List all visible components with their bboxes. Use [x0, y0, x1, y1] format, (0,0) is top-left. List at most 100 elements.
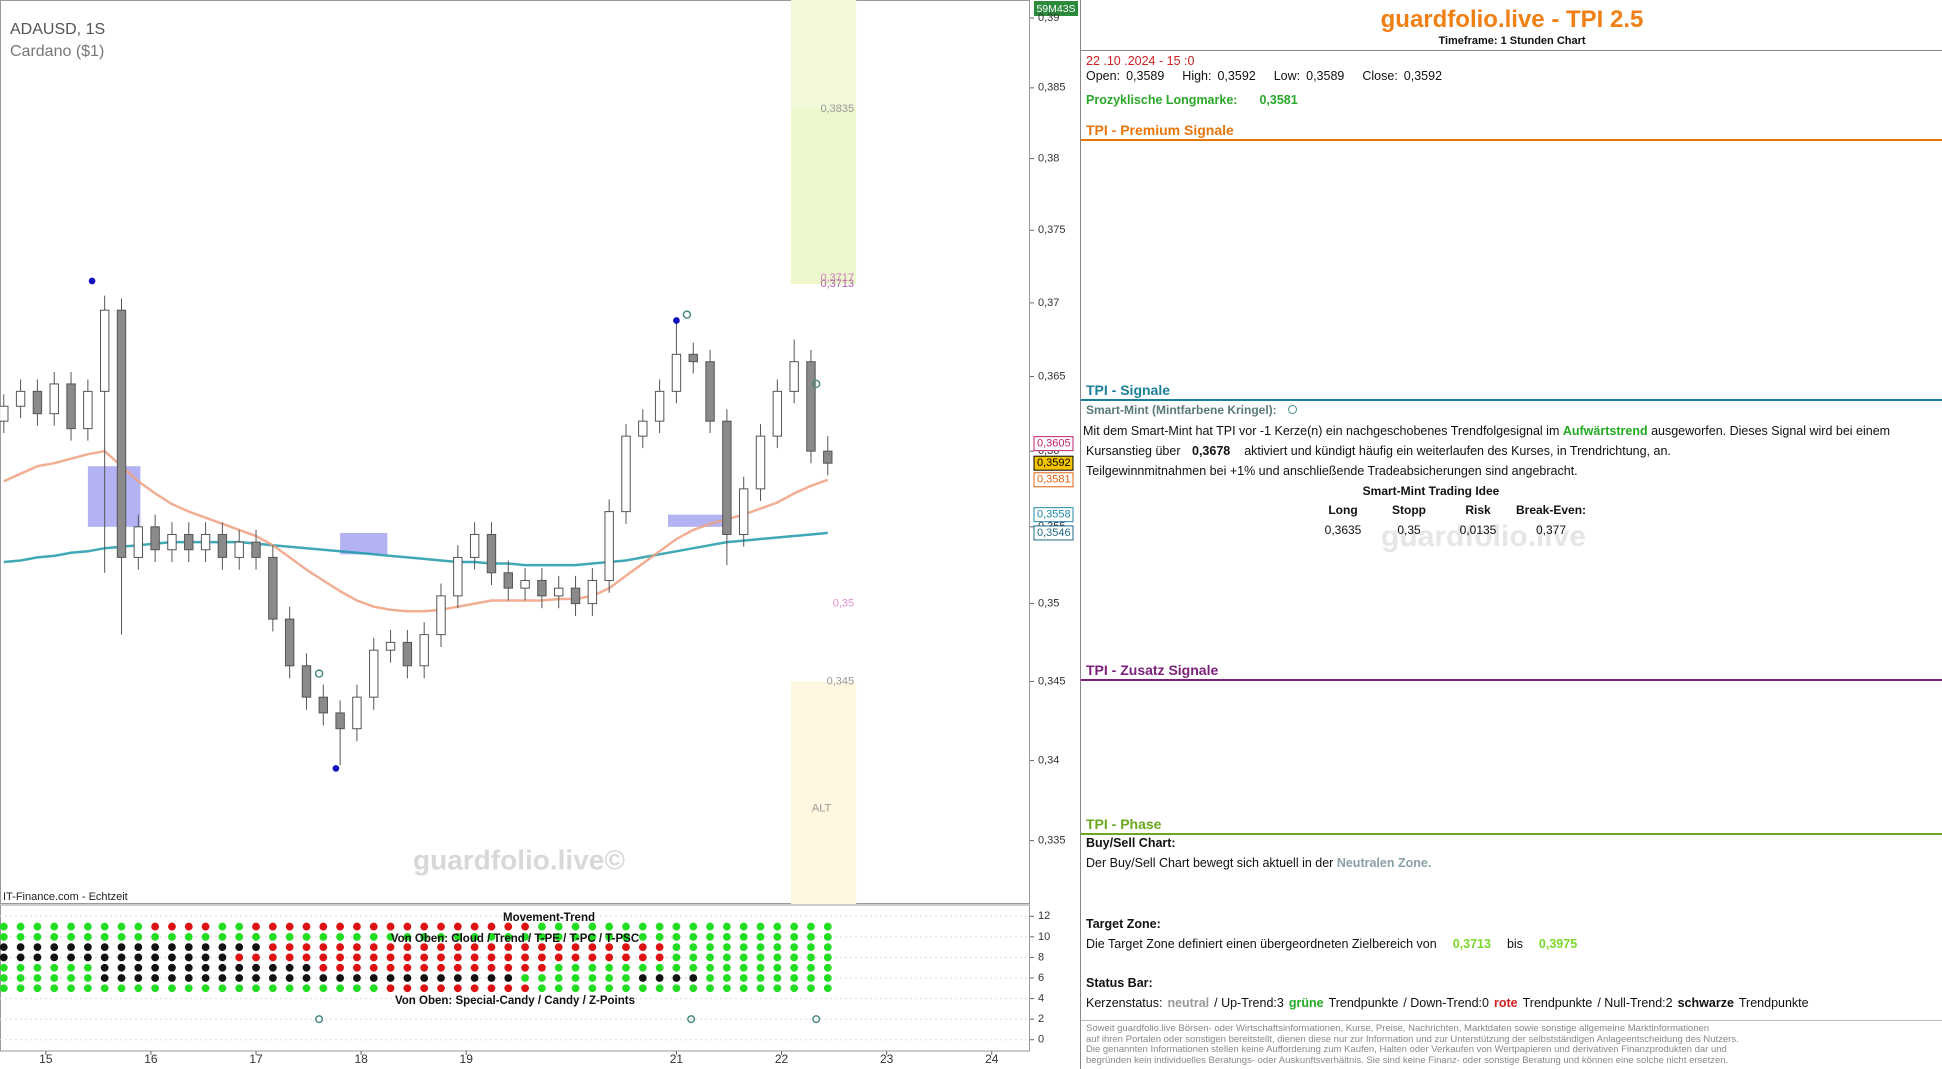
trend-dot: [336, 963, 345, 972]
longmarke: Prozyklische Longmarke: 0,3581: [1086, 93, 1298, 107]
trend-dot: [706, 922, 714, 931]
zone-label: ALT: [812, 802, 832, 814]
trend-dot: [134, 963, 143, 972]
trend: Aufwärtstrend: [1562, 424, 1648, 438]
trend-dot: [50, 974, 59, 982]
signal-line: Teilgewinnmitnahmen bei +1% und anschlie…: [1086, 464, 1578, 478]
trend-dot: [319, 953, 328, 962]
trend-dot: [807, 963, 815, 972]
trend-dot: [521, 922, 529, 931]
trend-dot: [369, 953, 378, 962]
trend-dot: [706, 943, 714, 952]
signal-line: Kursanstieg über 0,3678 aktiviert und kün…: [1086, 444, 1671, 458]
x-tick-label: 18: [354, 1052, 368, 1066]
timer-box: [1034, 1, 1078, 16]
trend-dot: [605, 963, 614, 972]
trend-dot: [672, 932, 681, 941]
y-tick-label: 0,35: [1038, 598, 1059, 610]
candle-body: [284, 618, 295, 667]
longmarke-label: Prozyklische Longmarke:: [1086, 93, 1238, 107]
trend-dot: [521, 953, 529, 962]
zone-label: 0,35: [833, 598, 854, 610]
signal-dot: [88, 277, 96, 285]
trend-dot: [689, 953, 698, 962]
signal-box: [668, 514, 723, 527]
trend-dot: [16, 974, 25, 982]
trend-dot: [403, 922, 412, 931]
text: Mit dem Smart-Mint hat TPI vor -1 Kerze(…: [1083, 424, 1560, 438]
trend-dot: [235, 963, 244, 972]
trend-dot: [218, 963, 227, 972]
candle-body: [503, 572, 513, 589]
trend-dot: [302, 943, 311, 952]
trend-dot: [336, 922, 345, 931]
trend-dot: [790, 922, 799, 931]
trend-dot: [252, 932, 260, 941]
trend-dot: [268, 932, 277, 941]
trend-dot: [437, 932, 445, 941]
trend-dot: [319, 974, 328, 982]
trend-dot: [134, 932, 143, 941]
trend-dot: [672, 922, 681, 931]
trend-dot: [100, 963, 109, 972]
ohlc-label: Open:: [1086, 69, 1121, 83]
signal-dot: [332, 765, 340, 772]
trend-dot: [420, 963, 429, 972]
trend-dot: [706, 932, 714, 941]
trend-dot: [689, 922, 698, 931]
trend-dot: [67, 984, 75, 993]
price-tag: [1033, 525, 1074, 541]
status-part: schwarze: [1677, 996, 1734, 1010]
price-tag-label: 0,3546: [1037, 527, 1071, 539]
disclaimer-line: begründen kein individuelles Beratungs- …: [1086, 1054, 1729, 1066]
trend-dot: [117, 984, 126, 993]
trend-dot: [638, 984, 647, 993]
pane-title: Movement-Trend: [503, 912, 595, 924]
trend-dot: [756, 963, 765, 972]
status-part: Trendpunkte: [1738, 996, 1809, 1010]
trend-dot: [823, 943, 832, 952]
disclaimer: Soweit guardfolio.live Börsen- oder Wirt…: [1086, 1023, 1936, 1069]
trend-dot: [353, 953, 361, 962]
trend-dot: [117, 932, 126, 941]
y-tick-label: 0,365: [1038, 370, 1066, 382]
trend-dot: [268, 953, 277, 962]
trend-dot: [403, 943, 412, 952]
trend-dot: [151, 963, 160, 972]
trend-dot: [790, 953, 799, 962]
trend-dot: [33, 963, 42, 972]
trend-dot: [168, 963, 176, 972]
trend-dot: [739, 974, 748, 982]
trend-dot: [638, 963, 647, 972]
trend-dot: [353, 943, 361, 952]
trend-dot: [437, 963, 445, 972]
trend-dot: [117, 963, 126, 972]
trend-dot: [50, 922, 59, 931]
trend-dot: [470, 943, 479, 952]
y-tick-label: 0,385: [1038, 82, 1066, 94]
candle-body: [335, 712, 345, 730]
trend-dot: [655, 974, 664, 982]
candle-body: [537, 579, 547, 597]
trend-dot: [403, 953, 412, 962]
trend-dot: [588, 932, 597, 941]
trend-dot: [605, 932, 614, 941]
trend-dot: [538, 922, 546, 931]
trend-dot: [504, 932, 513, 941]
trend-dot: [16, 922, 25, 931]
trend-dot: [151, 943, 160, 952]
candle-body: [688, 353, 698, 363]
trend-dot: [739, 984, 748, 993]
trend-dot: [168, 932, 176, 941]
trend-dot: [420, 922, 429, 931]
trend-dot: [420, 974, 429, 982]
trend-dot: [134, 922, 143, 931]
trend-dot: [790, 963, 799, 972]
text: Kursanstieg über: [1086, 444, 1181, 458]
trend-dot: [554, 932, 563, 941]
date: 22 .10 .2024 - 15 :0: [1086, 54, 1195, 68]
status-part: neutral: [1167, 996, 1210, 1010]
trend-dot: [302, 953, 311, 962]
trend-dot: [739, 922, 748, 931]
trend-dot: [672, 963, 681, 972]
